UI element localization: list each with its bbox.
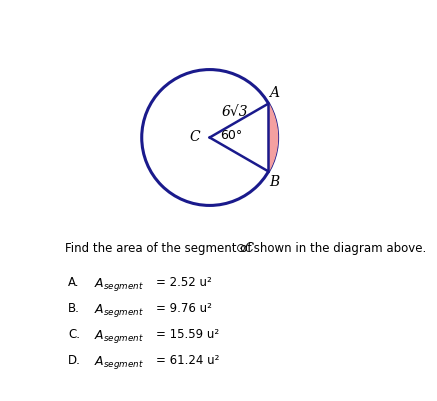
Text: A: A [269, 86, 279, 100]
Text: B.: B. [68, 302, 80, 315]
Text: = 61.24 u²: = 61.24 u² [156, 354, 220, 367]
Text: $\mathit{A}_{\mathit{segment}}$: $\mathit{A}_{\mathit{segment}}$ [94, 302, 143, 319]
Text: B: B [269, 175, 280, 189]
Text: 6√3: 6√3 [222, 105, 248, 119]
Text: $\mathit{A}_{\mathit{segment}}$: $\mathit{A}_{\mathit{segment}}$ [94, 328, 143, 345]
Text: $\mathit{A}_{\mathit{segment}}$: $\mathit{A}_{\mathit{segment}}$ [94, 276, 143, 293]
Text: 60°: 60° [220, 129, 243, 142]
Text: C.: C. [68, 328, 80, 341]
Text: $\mathit{A}_{\mathit{segment}}$: $\mathit{A}_{\mathit{segment}}$ [94, 354, 143, 371]
Polygon shape [268, 103, 277, 172]
Text: shown in the diagram above.: shown in the diagram above. [250, 243, 427, 255]
Text: = 9.76 u²: = 9.76 u² [156, 302, 212, 315]
Text: = 15.59 u²: = 15.59 u² [156, 328, 219, 341]
Text: A.: A. [68, 276, 80, 289]
Text: = 2.52 u²: = 2.52 u² [156, 276, 212, 289]
Text: Find the area of the segment of: Find the area of the segment of [65, 243, 255, 255]
Text: C: C [189, 130, 200, 144]
Text: D.: D. [68, 354, 81, 367]
Text: ⊙: ⊙ [236, 243, 246, 255]
Text: C: C [245, 243, 254, 255]
